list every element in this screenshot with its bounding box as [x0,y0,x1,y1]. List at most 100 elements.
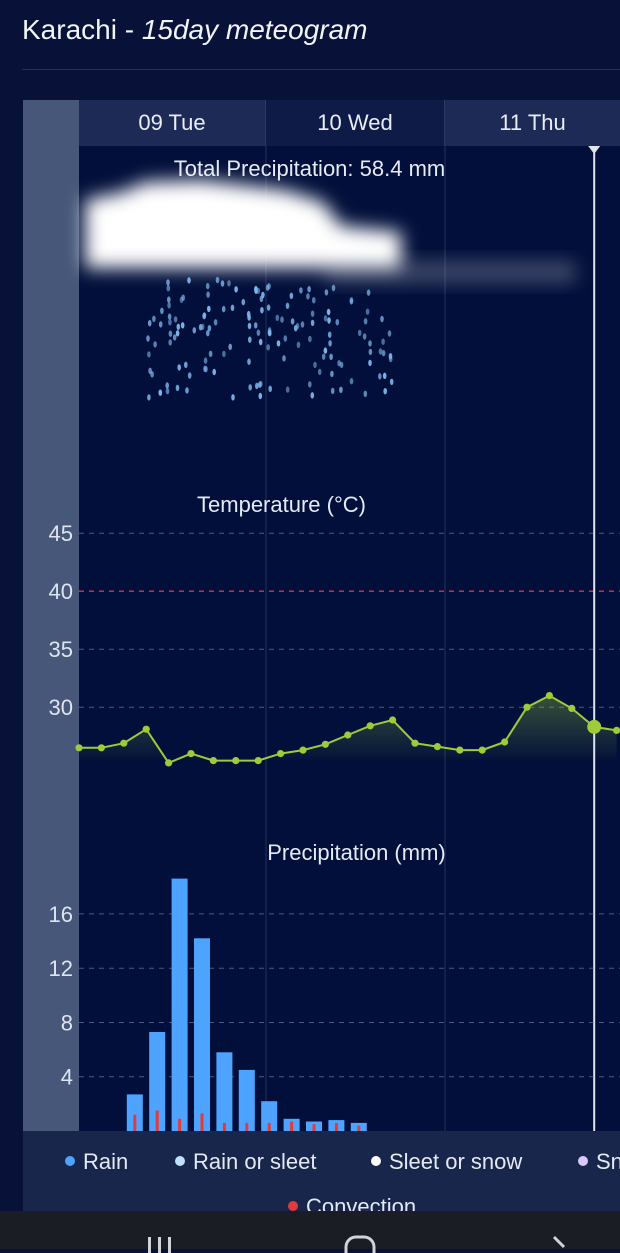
day-header-thu[interactable]: 11 Thu [445,100,620,146]
city-name: Karachi - [22,14,142,45]
rain-drop-icon [177,364,181,371]
rain-drop-icon [266,344,270,351]
rain-drop-icon [175,384,180,392]
rain-drop-icon [312,297,316,304]
rain-drop-icon [231,394,235,401]
cloud-icon [85,180,401,268]
rain-drop-icon [147,394,151,401]
rain-drop-icon [206,330,210,337]
rain-drop-icon [363,318,368,325]
legend-rain[interactable]: Rain [65,1149,128,1175]
rain-drop-icon [247,322,252,330]
home-icon[interactable] [340,1229,380,1253]
rain-drop-icon [321,353,326,360]
rain-drop-icon [215,276,220,284]
rain-drop-icon [205,282,210,290]
temperature-point [433,743,441,751]
rain-drop-icon [253,322,258,329]
rain-drop-icon [328,340,332,347]
legend-label: Sn [596,1149,620,1174]
title-divider [22,69,620,70]
rain-drop-icon [349,378,354,385]
temperature-point [545,692,554,700]
rain-drop-icon [308,335,312,343]
rain-dot-icon [65,1156,75,1167]
temperature-point [523,703,531,711]
temperature-title: Temperature (°C) [197,492,366,517]
legend-convection[interactable]: Convection [288,1194,416,1211]
rain-drop-icon [313,361,317,369]
temperature-point [501,738,509,746]
snowflake-dot-icon [578,1156,588,1167]
legend-rain-or-sleet[interactable]: Rain or sleet [175,1149,317,1175]
back-chevron-icon[interactable] [540,1229,580,1253]
legend-sleet-or-snow[interactable]: Sleet or snow [371,1149,522,1175]
rain-drop-icon [339,386,343,393]
rain-drop-icon [168,339,172,346]
temperature-point [120,739,128,747]
precipitation-title: Precipitation (mm) [267,840,445,865]
y-axis-strip [23,100,79,1131]
rain-drop-icon [295,322,300,330]
temperature-point [187,750,195,758]
day-header-tue[interactable]: 09 Tue [79,100,266,146]
legend-bar[interactable]: Rain Rain or sleet Sleet or snow Sn Conv… [23,1131,620,1211]
legend-label: Rain or sleet [193,1149,317,1174]
convection-bar [290,1121,294,1131]
rain-bar [261,1101,278,1131]
rain-drop-icon [275,314,280,321]
rain-drop-icon [184,361,188,368]
rain-drop-icon [247,314,251,321]
day-header-wed[interactable]: 10 Wed [266,100,445,146]
rain-drop-icon [362,333,367,340]
rain-drop-icon [276,340,281,347]
sleet-dot-icon [175,1156,185,1167]
temperature-point [97,744,105,752]
rain-drop-icon [296,341,301,348]
legend-snow[interactable]: Sn [578,1149,620,1175]
rain-drop-icon [150,371,154,378]
rain-drop-icon [247,358,251,365]
rain-drop-icon [327,331,332,338]
rain-drop-icon [187,372,192,379]
rain-drop-icon [290,318,295,325]
temperature-tick-label: 30 [49,695,73,720]
rain-drop-icon [192,327,197,334]
rain-drop-icon [260,307,264,314]
precipitation-tick-label: 16 [49,902,73,927]
rain-drop-icon [327,317,331,324]
meteogram-panel[interactable]: 09 Tue 10 Wed 11 Thu Total Precipitation… [23,100,620,1131]
precipitation-tick-label: 12 [49,956,73,981]
rain-drop-icon [213,319,218,326]
rain-drop-icon [212,368,216,376]
temperature-tick-label: 45 [49,521,73,546]
rain-drop-icon [289,292,294,299]
temperature-point [478,746,486,754]
temperature-point [232,757,240,765]
rain-drop-icon [208,350,213,357]
convection-bar [312,1124,316,1131]
snow-dot-icon [371,1156,381,1167]
rain-drop-icon [258,392,263,400]
rain-drop-icon [323,315,328,322]
rain-drop-icon [380,315,384,323]
rain-drop-icon [381,338,385,345]
rain-drop-icon [389,378,394,385]
rain-drop-icon [207,305,211,313]
convection-bar [245,1122,249,1131]
temperature-point [568,704,576,713]
temperature-point [209,757,217,765]
rain-drop-icon [227,280,231,287]
convection-bar [334,1122,338,1131]
rain-drop-icon [300,321,305,328]
rain-drop-icon [265,284,270,291]
rain-drop-icon [280,316,284,323]
rain-drop-icon [168,319,172,326]
legend-label: Sleet or snow [389,1149,523,1174]
rain-drop-icon [326,308,331,316]
legend-label: Rain [83,1149,129,1174]
rain-drop-icon [307,286,311,293]
recent-apps-icon[interactable] [140,1229,180,1253]
system-nav-bar [0,1211,620,1253]
rain-drop-icon [310,310,315,317]
